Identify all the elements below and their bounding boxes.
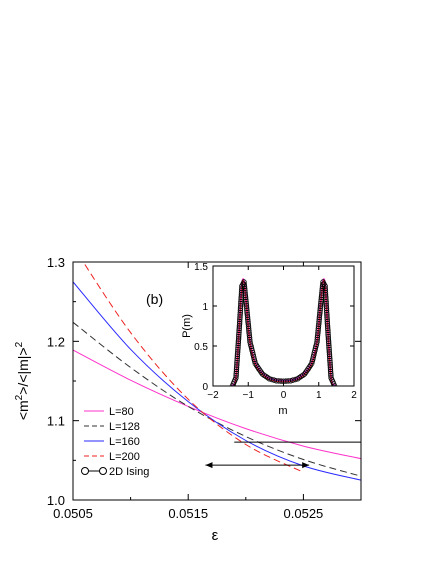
legend-label: L=200 xyxy=(109,451,140,463)
legend-item: L=128 xyxy=(84,421,140,433)
inset-y-axis-label: P(m) xyxy=(181,314,193,338)
inset-y-tick-label: 0.5 xyxy=(194,342,208,353)
legend-item: L=80 xyxy=(84,406,134,418)
inset-x-tick-label: 0 xyxy=(281,390,287,401)
inset-chart: −2 −1 0 1 2 0 0.5 1 1.5 m P(m) xyxy=(181,262,357,417)
inset-x-tick-label: 1 xyxy=(316,390,322,401)
y-tick-label: 1.3 xyxy=(47,255,65,270)
legend-item: 2D Ising xyxy=(81,466,149,478)
main-annotations xyxy=(205,441,361,469)
x-axis-label: ε xyxy=(212,527,219,544)
inset-y-tick-label: 1.5 xyxy=(194,262,208,273)
y-tick-label: 1.0 xyxy=(47,493,65,508)
legend: L=80 L=128 L=160 L=200 2D Ising xyxy=(81,406,149,478)
legend-item: L=200 xyxy=(84,451,140,463)
legend-item: L=160 xyxy=(84,436,140,448)
inset-marker xyxy=(266,376,273,382)
y-tick-label: 1.2 xyxy=(47,334,65,349)
inset-x-axis-label: m xyxy=(278,405,287,417)
series-line-l-200 xyxy=(82,262,304,473)
inset-y-tick-label: 1 xyxy=(202,302,208,313)
arrow-head-right xyxy=(302,462,310,469)
panel-label: (b) xyxy=(146,291,163,307)
inset-marker xyxy=(331,383,338,386)
x-tick-label: 0.0515 xyxy=(168,506,208,521)
legend-label: L=160 xyxy=(109,436,140,448)
inset-marker xyxy=(287,378,294,384)
y-axis-label: <m2>/<|m|>2 xyxy=(14,341,31,420)
x-tick-label: 0.0505 xyxy=(53,506,93,521)
x-tick-label: 0.0525 xyxy=(284,506,324,521)
inset-x-tick-label: −2 xyxy=(207,390,219,401)
inset-marker xyxy=(290,377,296,383)
inset-y-tick-label: 0 xyxy=(202,382,208,393)
legend-label: L=128 xyxy=(109,421,140,433)
main-ticks: 0.0505 0.0515 0.0525 1.0 1.1 1.2 1.3 xyxy=(47,255,361,521)
inset-x-tick-label: −1 xyxy=(243,390,255,401)
series-line-l-80 xyxy=(73,349,361,460)
legend-marker xyxy=(99,467,107,475)
legend-label: 2D Ising xyxy=(109,466,149,478)
inset-x-tick-label: 2 xyxy=(351,390,357,401)
legend-marker xyxy=(81,467,89,475)
inset-series-layer xyxy=(229,278,338,386)
legend-label: L=80 xyxy=(109,406,134,418)
y-tick-label: 1.1 xyxy=(47,414,65,429)
main-chart: 0.0505 0.0515 0.0525 1.0 1.1 1.2 1.3 (b) ε <m2… xyxy=(14,255,362,544)
inset-ticks: −2 −1 0 1 2 0 0.5 1 1.5 xyxy=(194,262,357,401)
arrow-head-left xyxy=(205,462,213,469)
